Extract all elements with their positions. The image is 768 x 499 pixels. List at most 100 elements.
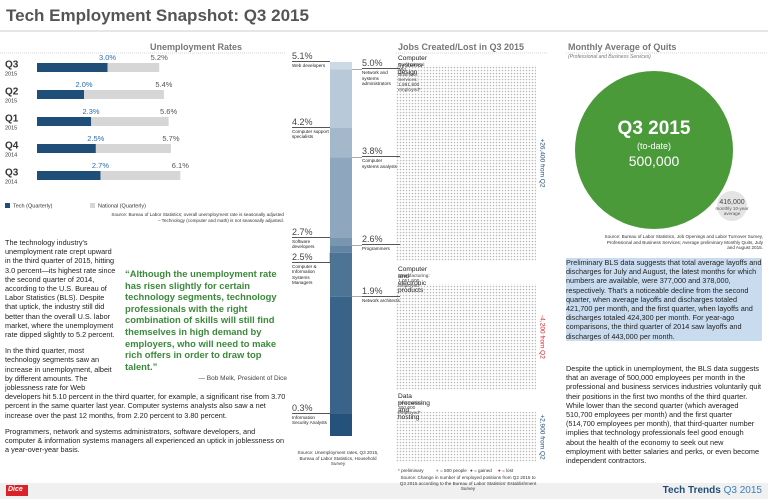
panel-sector: Professional and Business Services: 1,89… — [398, 63, 425, 93]
page-title: Tech Employment Snapshot: Q3 2015 — [6, 6, 309, 25]
quits-period: Q3 2015 — [617, 118, 691, 139]
occupation-label: 0.3% Information Security Analysts — [292, 403, 330, 426]
legend-label: Tech (Quarterly) — [13, 203, 53, 209]
legend-dot: ● — [498, 468, 501, 473]
quote-box: “Although the unemployment rate has rise… — [125, 268, 287, 382]
source-note: Source: Bureau of Labor Statistics; over… — [111, 212, 284, 223]
occupation-name: Information Security Analysts — [292, 413, 330, 426]
footer-band — [0, 483, 768, 499]
section-subtitle: (Professional and Business Services) — [568, 54, 651, 60]
panel-change: +2,900 from Q2 — [538, 414, 545, 460]
national-label: 5.6% — [160, 107, 177, 116]
legend-swatch — [90, 203, 95, 208]
brand: Tech Trends — [662, 485, 721, 496]
row-quarter: Q3 — [5, 60, 19, 71]
occupation-label: 5.1% Web developers — [292, 51, 330, 68]
rate-segment — [330, 62, 352, 70]
row-quarter: Q2 — [5, 87, 19, 98]
average-text: 416,000 monthly 10-year average — [714, 199, 750, 216]
paragraph: Programmers, network and systems adminis… — [5, 426, 285, 455]
tech-label: 2.0% — [75, 80, 92, 89]
occupation-rate: 3.8% — [362, 146, 383, 157]
legend-text: = lost — [502, 468, 514, 473]
section-heading: Monthly Average of Quits — [568, 42, 677, 52]
row-quarter: Q3 — [5, 168, 19, 179]
tech-bar — [37, 117, 92, 126]
occupation-rate: 5.1% — [292, 51, 313, 61]
logo: Dice — [8, 486, 23, 493]
tech-bar — [37, 171, 101, 180]
legend-item: ● = 500 people — [436, 468, 467, 474]
occupation-name: Network and systems administrators — [362, 68, 400, 86]
national-bar — [37, 90, 164, 99]
legend-swatch — [5, 203, 10, 208]
issue: Q3 2015 — [723, 485, 762, 496]
row-year: 2014 — [5, 179, 17, 185]
row-year: 2015 — [5, 71, 17, 77]
quits-circle — [575, 71, 733, 229]
occupation-label: 3.8% Computer systems analysts — [362, 146, 400, 169]
occupation-name: Computer support specialists — [292, 127, 330, 140]
occupation-rate: 2.6% — [362, 234, 383, 245]
section-heading: Unemployment Rates — [150, 42, 243, 52]
rate-segment — [330, 296, 352, 414]
paragraph: The technology industry's unemployment r… — [5, 238, 116, 340]
legend-text: = gained — [474, 468, 492, 473]
dot-grid — [396, 65, 536, 261]
occupation-rate: 0.3% — [292, 403, 313, 413]
occupation-label: 5.0% Network and systems administrators — [362, 58, 400, 86]
section-heading: Jobs Created/Lost in Q3 2015 — [398, 42, 525, 52]
national-bar — [37, 117, 169, 126]
occupation-rate: 5.0% — [362, 58, 383, 69]
rate-segment — [330, 238, 352, 246]
panel-name: Data processing and hosting — [398, 393, 430, 421]
rate-segment — [330, 128, 352, 158]
occupation-label: 2.7% Software developers — [292, 227, 330, 250]
logo-box — [6, 485, 28, 496]
quote: “Although the unemployment rate has rise… — [125, 268, 277, 372]
tech-label: 2.3% — [82, 107, 99, 116]
panel-sector: Manufacturing: 1,051,500 employed* — [398, 274, 430, 289]
attribution: — Bob Melk, President of Dice — [198, 375, 287, 383]
occupation-rate: 2.5% — [292, 252, 313, 262]
quits-text: Q3 2015 (to-date) 500,000 — [575, 118, 733, 169]
row-quarter: Q4 — [5, 141, 19, 152]
row-year: 2015 — [5, 125, 17, 131]
occupation-name: Computer & Information Systems Managers — [292, 262, 330, 286]
legend-item: ● = gained — [470, 468, 492, 474]
quits-period-note: (to-date) — [636, 141, 671, 151]
legend-dot: ● — [436, 468, 439, 473]
tech-label: 2.7% — [92, 161, 109, 170]
national-label: 5.7% — [162, 134, 179, 143]
panel-change: +26,400 from Q2 — [538, 139, 545, 188]
paragraph: In the third quarter, most technology se… — [5, 346, 286, 420]
average-value: 416,000 — [719, 199, 745, 206]
panel-sector: Information: 300,000 employed* — [398, 401, 424, 416]
paragraph: Despite the uptick in unemployment, the … — [566, 364, 762, 466]
occupation-rate: 4.2% — [292, 117, 313, 127]
occupation-name: Web developers — [292, 61, 330, 68]
occupation-label: 1.9% Network architects — [362, 286, 400, 303]
rate-segment — [330, 245, 352, 253]
row-quarter: Q1 — [5, 114, 19, 125]
rate-segment — [330, 414, 352, 436]
row-year: 2014 — [5, 152, 17, 158]
occupation-label: 4.2% Computer support specialists — [292, 117, 330, 140]
national-bar — [37, 171, 181, 180]
legend-item: * preliminary — [398, 468, 424, 473]
tech-label: 3.0% — [99, 53, 116, 62]
highlight-paragraph: Preliminary BLS data suggests that total… — [566, 258, 762, 341]
footer-brand: Tech Trends Q3 2015 — [663, 485, 762, 496]
body-text: “Although the unemployment rate has rise… — [5, 238, 287, 461]
panel-change: -4,200 from Q2 — [538, 315, 545, 359]
rate-segment — [330, 69, 352, 128]
source-note: Source: Change in number of employed pos… — [399, 475, 537, 492]
legend-item: ● = lost — [498, 468, 513, 474]
legend-dot: ● — [470, 468, 473, 473]
source-note: Source: Bureau of Labor Statistics, Job … — [604, 234, 764, 251]
source-note: Source: Unemployment rates, Q3 2015, Bur… — [297, 450, 379, 467]
average-circle — [717, 191, 747, 221]
rate-segment — [330, 252, 352, 297]
